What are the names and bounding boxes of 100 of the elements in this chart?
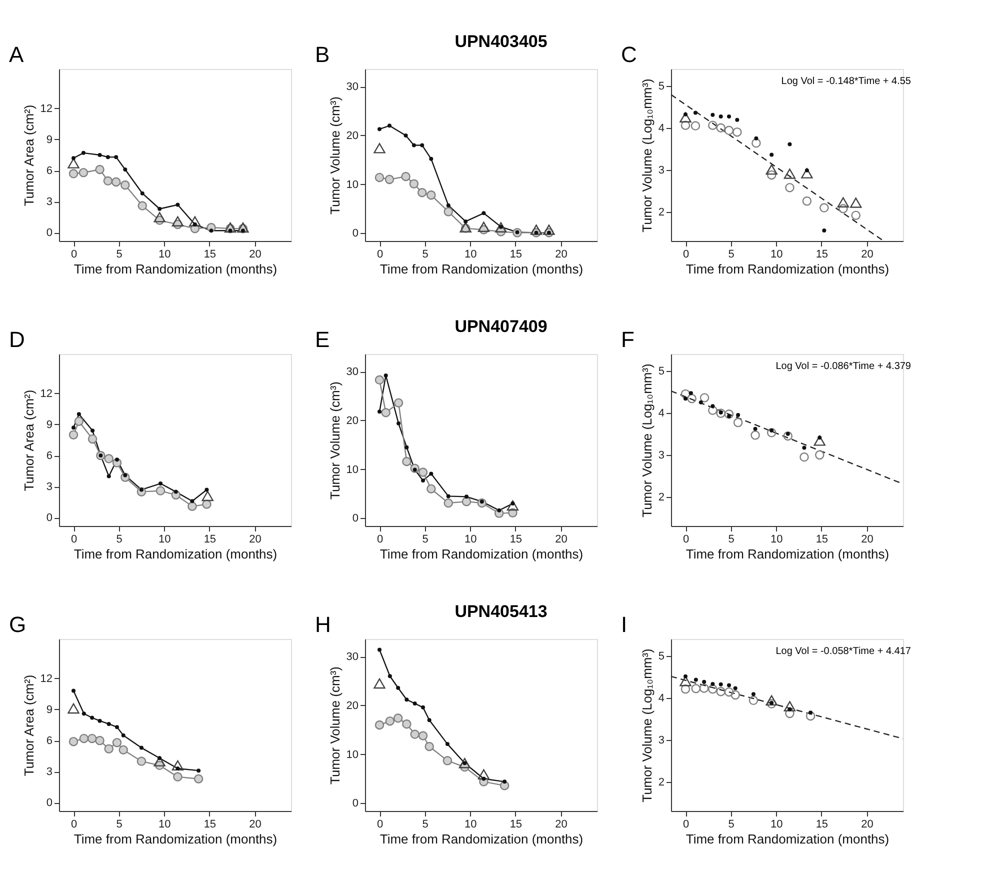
y-tick-label: 10: [346, 464, 358, 476]
x-tick-label: 0: [682, 248, 690, 260]
x-tick-label: 5: [728, 534, 734, 546]
annotation: Log Vol = -0.148*Time + 4.55: [781, 76, 912, 87]
x-tick-label: 10: [158, 534, 171, 546]
x-tick-label: 10: [464, 248, 477, 260]
x-tick-label: 10: [770, 248, 783, 260]
x-tick-label: 0: [70, 534, 78, 546]
y-axis-title: Tumor Area (cm²): [21, 674, 36, 776]
y-tick-label: 5: [658, 650, 664, 662]
y-tick-label: 20: [346, 700, 358, 712]
y-tick-label: 6: [46, 735, 52, 748]
text: A: [9, 42, 24, 67]
x-tick-label: 15: [204, 534, 216, 546]
x-axis-title: Time from Randomization (months): [74, 262, 278, 276]
y-tick-label: 12: [40, 388, 52, 400]
x-tick-label: 0: [682, 818, 690, 830]
y-tick-label: 3: [658, 734, 664, 746]
x-axis-title: Time from Randomization (months): [380, 262, 584, 276]
y-tick-label: 6: [46, 165, 52, 178]
text: H: [315, 612, 331, 637]
x-tick-label: 15: [816, 818, 828, 830]
text: D: [9, 327, 25, 352]
y-tick-label: 3: [46, 481, 52, 494]
x-tick-label: 10: [158, 818, 171, 830]
x-axis-title: Time from Randomization (months): [380, 546, 584, 562]
x-tick-label: 15: [816, 534, 828, 546]
y-axis-title: Tumor Volume (Log₁₀mm³): [639, 648, 654, 802]
x-tick-label: 15: [510, 534, 522, 546]
y-tick-label: 2: [658, 206, 664, 218]
x-tick-label: 20: [861, 248, 874, 260]
x-tick-label: 5: [422, 248, 428, 260]
text: B: [315, 42, 330, 67]
y-tick-label: 10: [346, 748, 358, 761]
y-tick-label: 4: [658, 407, 664, 420]
y-axis-title: Tumor Volume (cm³): [327, 96, 342, 214]
x-tick-label: 15: [510, 248, 522, 260]
y-tick-label: 4: [658, 122, 664, 134]
y-tick-label: 0: [46, 797, 52, 810]
y-axis-title: Tumor Volume (Log₁₀mm³): [639, 78, 654, 232]
y-tick-label: 30: [346, 81, 358, 94]
y-tick-label: 0: [352, 228, 358, 240]
x-tick-label: 0: [70, 818, 78, 830]
y-tick-label: 2: [658, 776, 664, 788]
x-tick-label: 5: [116, 818, 122, 830]
x-tick-label: 0: [376, 534, 384, 546]
y-axis-title: Tumor Area (cm²): [21, 104, 36, 206]
y-tick-label: 20: [346, 414, 358, 427]
chart-title: UPN405413: [454, 602, 548, 621]
y-axis-title: Tumor Volume (cm³): [327, 666, 342, 784]
x-tick-label: 5: [422, 534, 428, 546]
y-tick-label: 5: [658, 80, 664, 92]
y-tick-label: 6: [46, 450, 52, 462]
y-tick-label: 0: [352, 798, 358, 810]
y-tick-label: 20: [346, 130, 358, 142]
x-tick-label: 10: [158, 248, 171, 260]
y-axis-title: Tumor Volume (cm³): [327, 382, 342, 500]
x-tick-label: 20: [249, 818, 262, 830]
x-tick-label: 20: [249, 534, 262, 546]
y-tick-label: 3: [658, 164, 664, 176]
x-tick-label: 5: [728, 818, 734, 830]
y-tick-label: 30: [346, 366, 358, 378]
y-axis-title: Tumor Volume (Log₁₀mm³): [639, 364, 654, 518]
y-tick-label: 2: [658, 491, 664, 504]
x-tick-label: 10: [464, 818, 477, 830]
x-axis-title: Time from Randomization (months): [686, 832, 890, 846]
x-tick-label: 5: [422, 818, 428, 830]
y-tick-label: 0: [46, 227, 52, 240]
x-axis-title: Time from Randomization (months): [686, 546, 890, 562]
text: F: [621, 327, 634, 352]
x-tick-label: 0: [682, 534, 690, 546]
x-tick-label: 0: [376, 818, 384, 830]
text: C: [621, 42, 637, 67]
x-tick-label: 10: [770, 818, 783, 830]
x-tick-label: 5: [116, 534, 122, 546]
y-tick-label: 12: [40, 672, 52, 685]
y-tick-label: 9: [46, 704, 52, 716]
text: E: [315, 327, 330, 352]
annotation: Log Vol = -0.086*Time + 4.379: [776, 361, 912, 372]
x-tick-label: 5: [728, 248, 734, 260]
x-tick-label: 20: [555, 818, 568, 830]
y-tick-label: 10: [346, 178, 358, 191]
y-axis-title: Tumor Area (cm²): [21, 390, 36, 492]
y-tick-label: 4: [658, 692, 664, 704]
y-tick-label: 9: [46, 134, 52, 146]
x-tick-label: 20: [555, 248, 568, 260]
text: I: [621, 612, 628, 637]
x-tick-label: 20: [861, 534, 874, 546]
y-tick-label: 3: [46, 196, 52, 208]
annotation: Log Vol = -0.058*Time + 4.417: [776, 646, 912, 657]
y-tick-label: 9: [46, 418, 52, 431]
x-tick-label: 10: [464, 534, 477, 546]
x-tick-label: 15: [204, 248, 216, 260]
x-tick-label: 20: [249, 248, 262, 260]
x-tick-label: 0: [376, 248, 384, 260]
y-tick-label: 30: [346, 651, 358, 664]
y-tick-label: 0: [46, 512, 52, 524]
y-tick-label: 3: [658, 449, 664, 462]
x-axis-title: Time from Randomization (months): [380, 832, 584, 846]
text: G: [9, 612, 26, 637]
